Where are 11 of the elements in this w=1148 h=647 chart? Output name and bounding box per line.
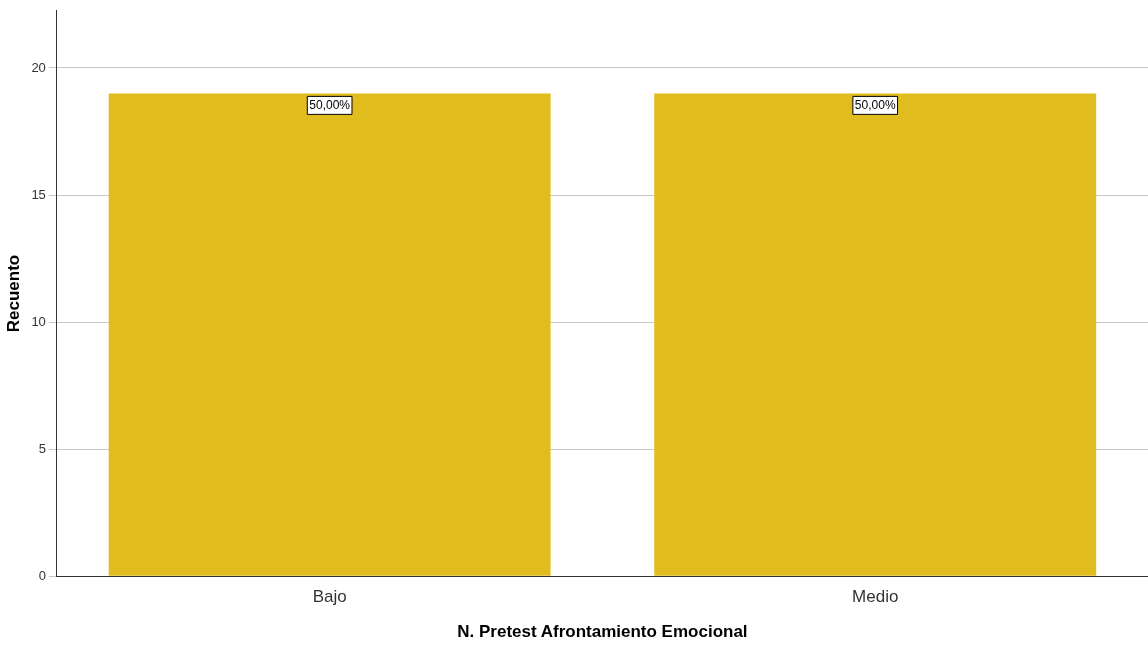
annotation: 50,00%	[309, 97, 351, 112]
x-tick-label: Bajo	[312, 587, 347, 607]
y-tick-label: 0	[38, 567, 46, 583]
x-axis-title: N. Pretest Afrontamiento Emocional	[457, 622, 748, 642]
annotation: 50,00%	[854, 97, 896, 112]
y-tick-label: 20	[31, 59, 46, 75]
y-tick-label: 10	[31, 313, 46, 329]
y-tick-label: 5	[38, 440, 46, 456]
y-tick-label: 15	[31, 186, 46, 202]
y-axis-title: Recuento	[3, 254, 23, 333]
x-tick-label: Medio	[852, 587, 899, 607]
